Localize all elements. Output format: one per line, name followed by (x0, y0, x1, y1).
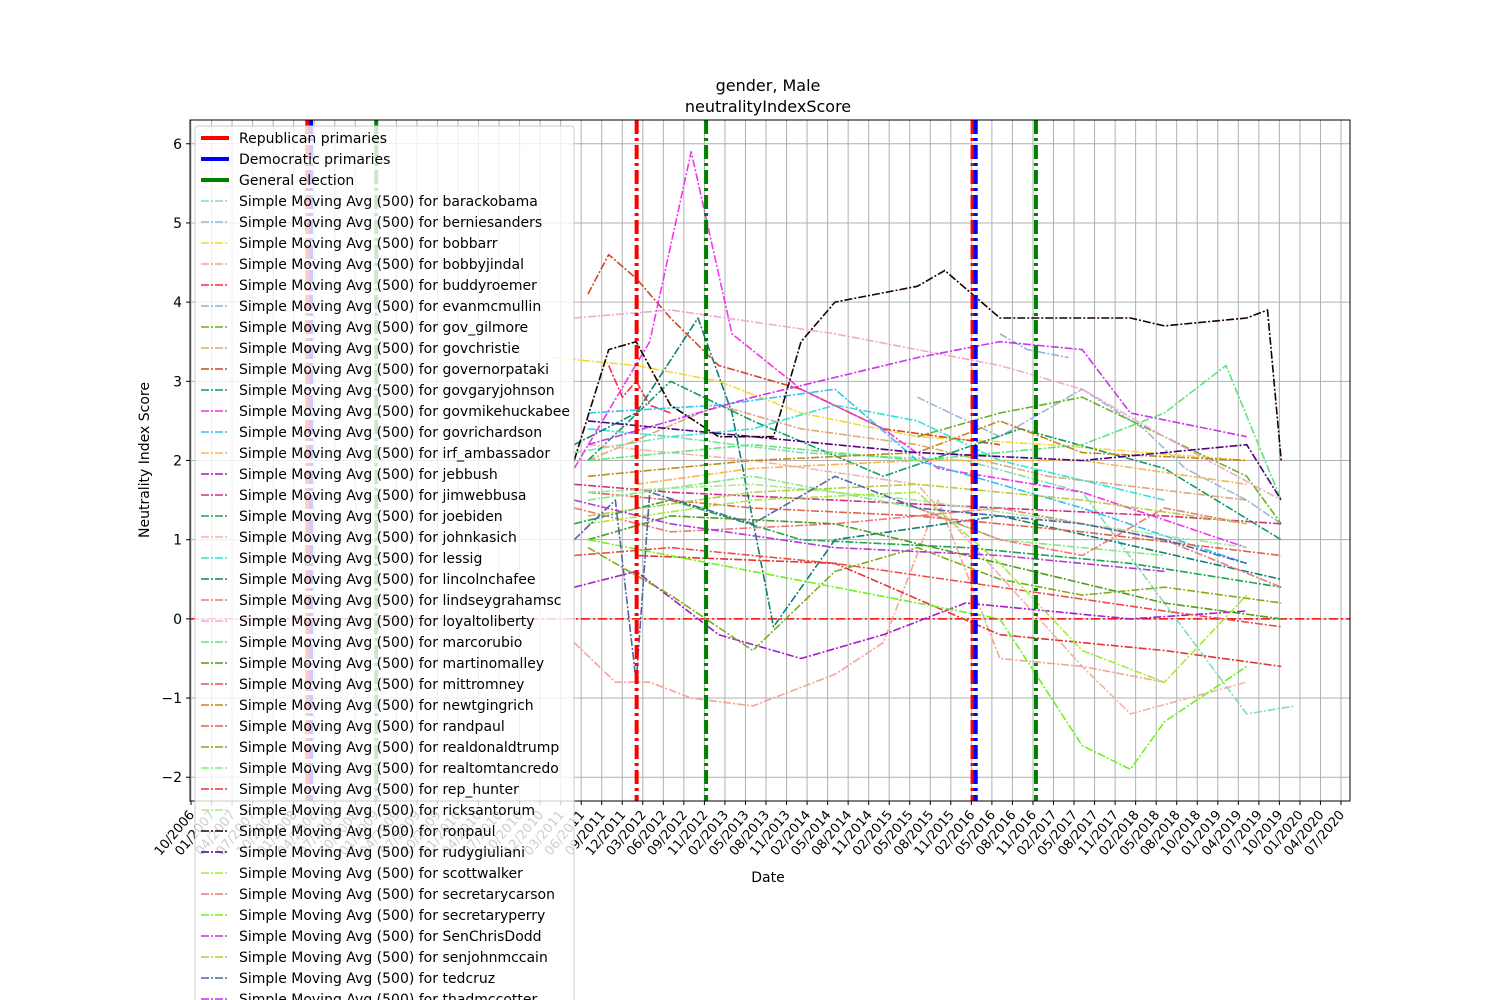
series-line-25 (587, 491, 1282, 557)
legend-label: Simple Moving Avg (500) for realtomtancr… (239, 761, 559, 777)
legend-label: Simple Moving Avg (500) for bobbarr (239, 236, 498, 252)
legend-label: Simple Moving Avg (500) for lincolnchafe… (239, 572, 535, 588)
series-line-4 (607, 365, 671, 414)
legend-label: Simple Moving Avg (500) for marcorubio (239, 635, 522, 651)
series-line-23 (574, 546, 1282, 628)
series-line-26 (587, 546, 1282, 652)
legend-label: Simple Moving Avg (500) for govgaryjohns… (239, 383, 555, 399)
series-line-32 (587, 491, 1248, 684)
series-line-6 (917, 396, 1282, 525)
series-line-9 (587, 380, 1282, 541)
series-line-24 (587, 420, 1247, 478)
series-line-14 (574, 483, 1282, 525)
legend-label: Simple Moving Avg (500) for govrichardso… (239, 425, 542, 441)
series-line-15 (574, 499, 1282, 588)
legend-label: Simple Moving Avg (500) for senjohnmccai… (239, 950, 548, 966)
legend-label: Simple Moving Avg (500) for jebbush (239, 467, 498, 483)
legend-label: Simple Moving Avg (500) for secretaryper… (239, 908, 545, 924)
series-line-16 (587, 443, 1247, 715)
series-line-34 (587, 538, 1248, 771)
series-line-27 (587, 475, 1165, 557)
legend-label: Simple Moving Avg (500) for randpaul (239, 719, 505, 735)
series-line-0 (574, 435, 1296, 715)
legend-label: General election (239, 173, 354, 189)
legend-label: Simple Moving Avg (500) for irf_ambassad… (239, 446, 550, 462)
series-line-5 (999, 333, 1069, 359)
series-line-28 (636, 554, 1282, 668)
legend-label: Simple Moving Avg (500) for scottwalker (239, 866, 523, 882)
series-line-7 (587, 404, 1247, 501)
legend-label: Simple Moving Avg (500) for govmikehucka… (239, 404, 570, 420)
series-line-29 (587, 483, 1247, 549)
series-line-3 (573, 499, 1165, 707)
y-tick-label: 3 (173, 374, 182, 390)
legend-label: Simple Moving Avg (500) for governorpata… (239, 362, 549, 378)
series-line-19 (574, 507, 1282, 588)
legend-label: Simple Moving Avg (500) for barackobama (239, 194, 538, 210)
series-line-31 (587, 420, 1282, 501)
y-tick-label: 4 (173, 295, 182, 311)
series-line-36 (587, 483, 1247, 525)
series-line-38 (574, 499, 1165, 573)
legend-label: Republican primaries (239, 131, 387, 147)
legend-label: Simple Moving Avg (500) for rep_hunter (239, 782, 519, 798)
legend-label: Simple Moving Avg (500) for johnkasich (239, 530, 517, 546)
series-line-10 (573, 150, 1247, 549)
series-line-18 (573, 317, 1282, 628)
legend-label: Simple Moving Avg (500) for realdonaldtr… (239, 740, 559, 756)
legend-label: Simple Moving Avg (500) for lindseygraha… (239, 593, 562, 609)
series-line-8 (587, 253, 1001, 446)
y-tick-label: 1 (173, 533, 182, 549)
series-line-30 (573, 269, 1282, 461)
series-line-21 (587, 364, 1282, 501)
legend-label: Simple Moving Avg (500) for jimwebbusa (239, 488, 526, 504)
legend: Republican primaries Democratic primaries… (194, 125, 575, 1000)
y-tick-label: −2 (161, 770, 182, 786)
legend-label: Democratic primaries (239, 152, 390, 168)
y-tick-label: 0 (173, 612, 182, 628)
y-axis: −2 −1 0 1 2 3 4 5 6 (161, 137, 190, 786)
legend-label: Simple Moving Avg (500) for SenChrisDodd (239, 929, 542, 945)
legend-label: Simple Moving Avg (500) for loyaltoliber… (239, 614, 535, 630)
legend-label: Simple Moving Avg (500) for mittromney (239, 677, 524, 693)
chart-subtitle: neutralityIndexScore (685, 97, 851, 116)
legend-label: Simple Moving Avg (500) for thadmccotter (239, 992, 537, 1000)
chart-title: gender, Male (716, 76, 821, 95)
series-line-13 (574, 570, 1247, 660)
series-line-2 (553, 356, 1247, 462)
y-tick-label: 6 (173, 137, 182, 153)
legend-label: Simple Moving Avg (500) for newtgingrich (239, 698, 534, 714)
legend-label: Simple Moving Avg (500) for berniesander… (239, 215, 542, 231)
legend-label: Simple Moving Avg (500) for joebiden (239, 509, 503, 525)
legend-label: Simple Moving Avg (500) for evanmcmullin (239, 299, 541, 315)
y-tick-label: 2 (173, 454, 182, 470)
legend-label: Simple Moving Avg (500) for tedcruz (239, 971, 495, 987)
legend-label: Simple Moving Avg (500) for ricksantorum (239, 803, 535, 819)
legend-label: Simple Moving Avg (500) for bobbyjindal (239, 257, 524, 273)
series-line-1 (916, 388, 1282, 525)
y-tick-label: 5 (173, 216, 182, 232)
legend-label: Simple Moving Avg (500) for martinomalle… (239, 656, 544, 672)
legend-label: Simple Moving Avg (500) for govchristie (239, 341, 520, 357)
series-line-37 (573, 475, 1247, 684)
legend-label: Simple Moving Avg (500) for rudygiuliani (239, 845, 525, 861)
y-axis-label: Neutrality Index Score (137, 382, 153, 538)
legend-box (194, 125, 575, 1000)
legend-label: Simple Moving Avg (500) for buddyroemer (239, 278, 537, 294)
legend-label: Simple Moving Avg (500) for ronpaul (239, 824, 496, 840)
series-line-17 (587, 404, 1165, 501)
x-axis-label: Date (751, 870, 784, 886)
series-line-11 (587, 388, 1247, 565)
legend-label: Simple Moving Avg (500) for lessig (239, 551, 482, 567)
series-line-35 (587, 340, 1247, 446)
series-line-20 (574, 309, 1282, 501)
y-tick-label: −1 (161, 691, 182, 707)
legend-label: Simple Moving Avg (500) for gov_gilmore (239, 320, 528, 336)
legend-label: Simple Moving Avg (500) for secretarycar… (239, 887, 555, 903)
series-line-12 (636, 459, 1247, 486)
